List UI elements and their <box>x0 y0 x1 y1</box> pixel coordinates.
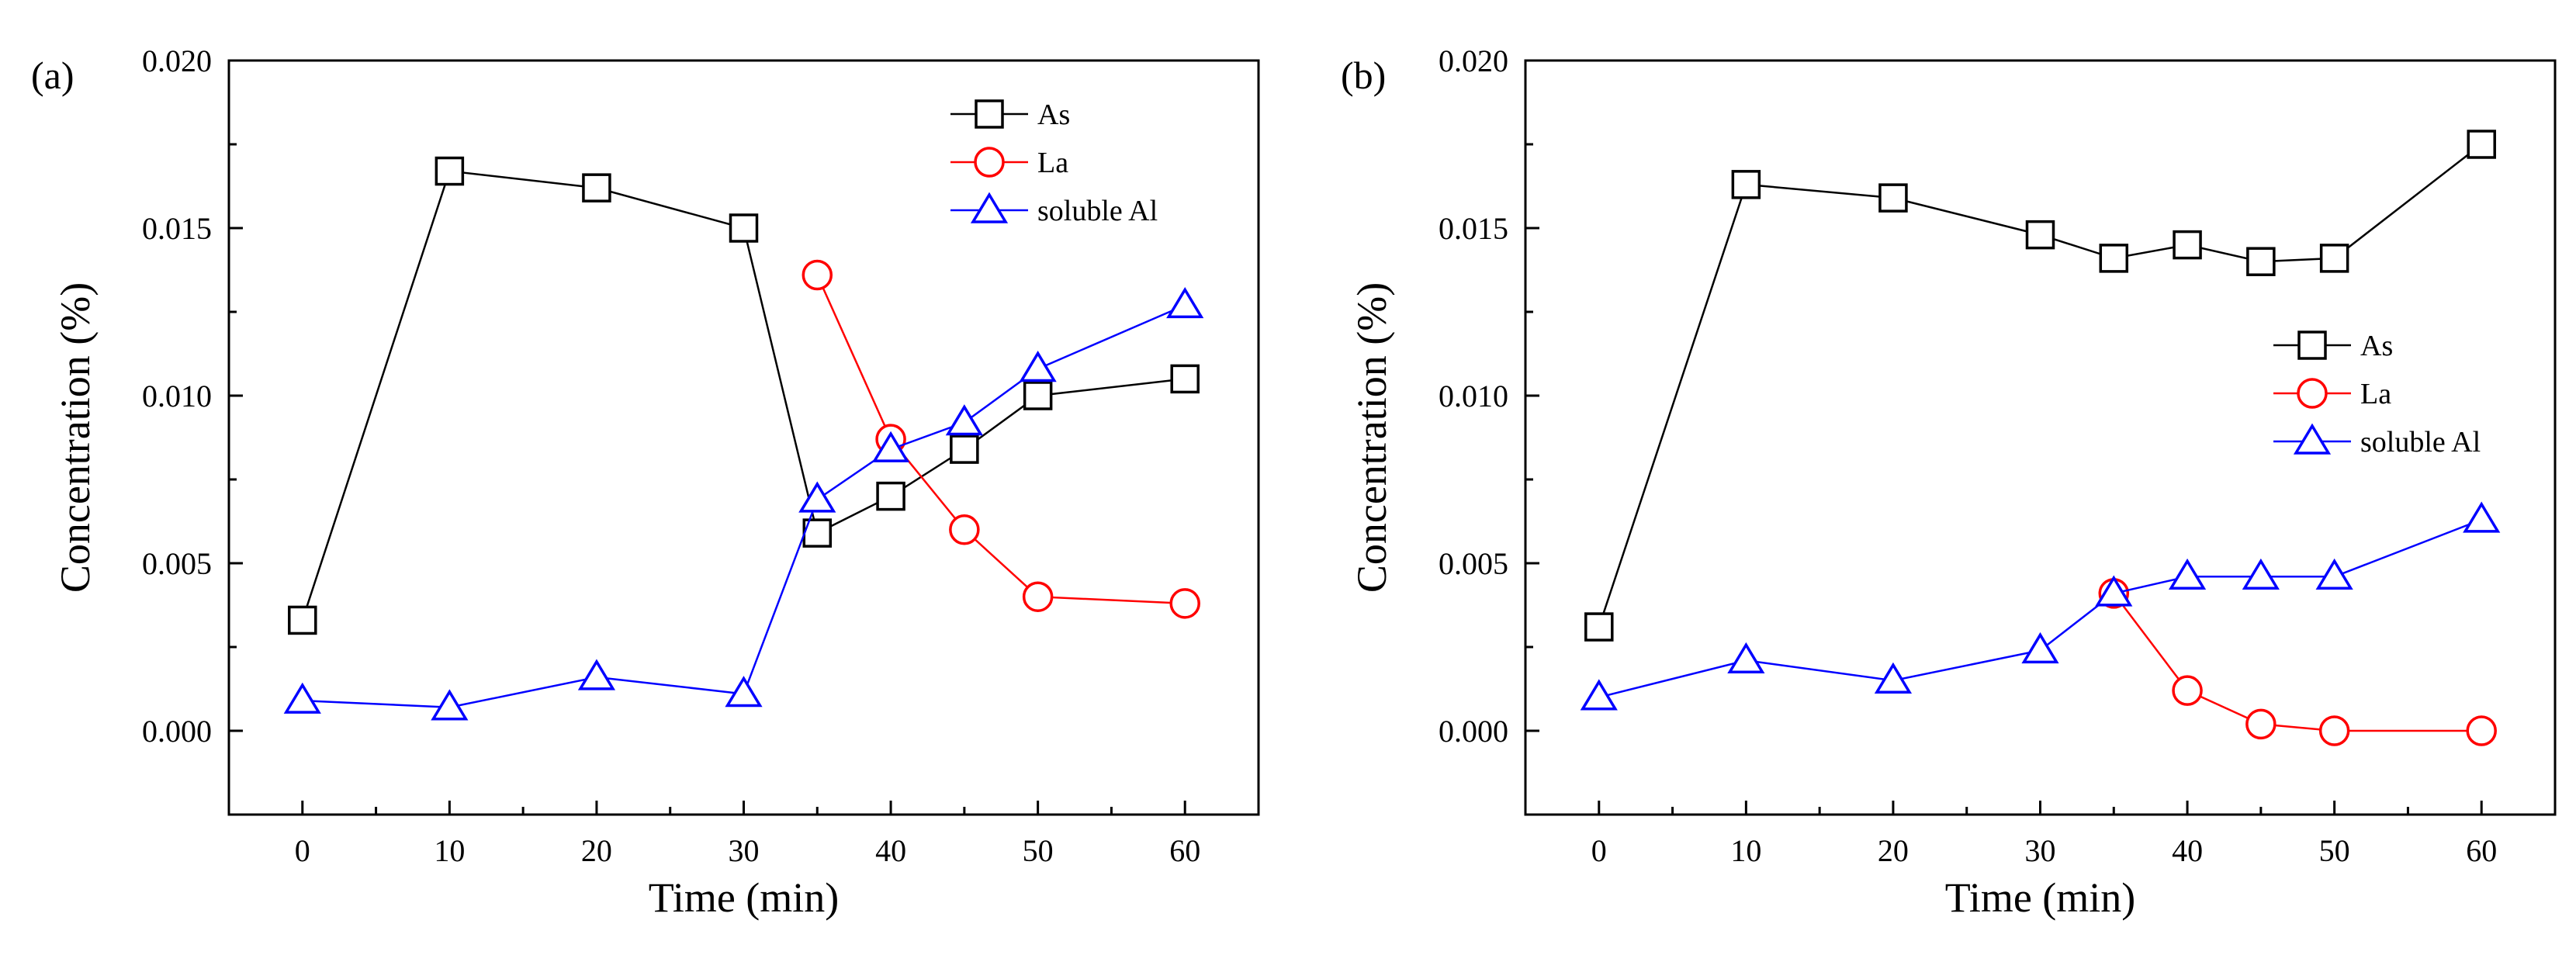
x-tick-label: 30 <box>729 833 760 868</box>
data-point-as <box>729 213 759 243</box>
data-point-soluble-al <box>871 431 910 462</box>
data-point-la <box>1169 588 1200 619</box>
data-point-soluble-al <box>2095 575 2133 607</box>
x-axis-label: Time (min) <box>649 874 840 921</box>
data-point-as <box>1731 170 1761 199</box>
data-point-la <box>802 259 833 291</box>
legend-marker <box>2293 423 2332 455</box>
y-tick-label: 0.010 <box>1439 379 1508 413</box>
x-tick-label: 40 <box>2172 833 2203 868</box>
x-tick-label: 30 <box>2025 833 2056 868</box>
x-tick-label: 40 <box>875 833 906 868</box>
data-point-soluble-al <box>1727 642 1765 674</box>
data-point-soluble-al <box>2021 631 2059 664</box>
data-point-la <box>2466 715 2497 746</box>
data-point-soluble-al <box>1874 662 1913 694</box>
data-point-as <box>876 481 905 511</box>
legend-label-la: La <box>1037 147 1068 179</box>
x-tick-label: 20 <box>581 833 612 868</box>
x-tick-label: 50 <box>2319 833 2350 868</box>
data-point-as <box>1023 381 1053 410</box>
data-point-as <box>950 434 979 464</box>
legend-marker <box>2297 330 2327 360</box>
chart-panel-a: 0.000 0.005 0.010 0.015 0.020 0 10 20 30 40 50 60 Ti… <box>31 43 1260 921</box>
data-point-soluble-al <box>2242 558 2280 590</box>
y-tick-label: 0.020 <box>1439 43 1508 78</box>
data-point-la <box>2318 715 2350 746</box>
y-tick-label: 0.015 <box>142 211 212 246</box>
data-point-as <box>1584 612 1614 642</box>
series-line-as <box>1598 144 2482 628</box>
legend-marker <box>974 147 1005 178</box>
data-point-soluble-al <box>2463 501 2501 533</box>
y-axis-label: Concentration (%) <box>52 282 99 593</box>
x-tick-label: 20 <box>1878 833 1909 868</box>
panel-label: (b) <box>1341 54 1386 97</box>
data-point-as <box>435 156 465 186</box>
y-tick-label: 0.010 <box>142 379 212 413</box>
x-tick-label: 0 <box>1591 833 1607 868</box>
legend-marker <box>975 99 1004 129</box>
data-point-soluble-al <box>577 659 616 690</box>
data-point-soluble-al <box>725 676 763 708</box>
data-point-soluble-al <box>2168 558 2207 590</box>
legend-label-as: As <box>2360 330 2393 362</box>
data-point-as <box>288 605 317 635</box>
data-point-as <box>2099 244 2129 273</box>
data-point-as <box>2467 130 2496 159</box>
data-point-as <box>2319 244 2349 273</box>
x-tick-label: 10 <box>434 833 465 868</box>
data-point-soluble-al <box>798 481 836 513</box>
y-tick-label: 0.015 <box>1439 211 1508 246</box>
data-point-soluble-al <box>1166 286 1204 319</box>
x-tick-label: 60 <box>1169 833 1200 868</box>
legend-label-as: As <box>1037 99 1070 131</box>
data-point-soluble-al <box>1580 679 1618 711</box>
series-line-la <box>2113 593 2482 732</box>
legend-marker <box>970 192 1009 223</box>
y-tick-label: 0.020 <box>142 43 212 78</box>
data-point-la <box>1022 581 1054 612</box>
y-axis-label: Concentration (%) <box>1349 282 1395 593</box>
data-point-as <box>1170 364 1200 394</box>
panel-label: (a) <box>31 54 74 97</box>
x-tick-label: 10 <box>1730 833 1761 868</box>
y-tick-label: 0.005 <box>142 546 212 581</box>
data-point-soluble-al <box>945 404 983 436</box>
data-point-soluble-al <box>1019 351 1057 382</box>
series-line-la <box>816 274 1186 605</box>
data-point-la <box>2245 708 2277 740</box>
legend-label-soluble-al: soluble Al <box>1037 195 1158 227</box>
legend-label-la: La <box>2360 378 2391 410</box>
y-tick-label: 0.000 <box>1439 714 1508 749</box>
y-tick-label: 0.000 <box>142 714 212 749</box>
data-point-as <box>1878 183 1908 213</box>
y-tick-label: 0.005 <box>1439 546 1508 581</box>
data-point-la <box>949 514 980 545</box>
data-point-la <box>2172 675 2203 706</box>
x-axis-label: Time (min) <box>1945 874 2136 921</box>
x-tick-label: 60 <box>2466 833 2497 868</box>
chart-panel-b: 0.000 0.005 0.010 0.015 0.020 0 10 20 30 40 50 60 Ti… <box>1341 43 2557 921</box>
data-point-as <box>2246 247 2276 276</box>
data-point-soluble-al <box>2315 558 2353 590</box>
data-point-soluble-al <box>283 682 321 714</box>
data-point-soluble-al <box>431 689 469 721</box>
data-point-as <box>582 173 611 202</box>
x-tick-label: 50 <box>1023 833 1054 868</box>
data-point-as <box>2025 220 2055 250</box>
legend-marker <box>2297 378 2328 409</box>
x-tick-label: 0 <box>295 833 310 868</box>
series-line-soluble-al <box>302 304 1186 709</box>
data-point-as <box>2173 230 2202 260</box>
legend-label-soluble-al: soluble Al <box>2360 426 2481 458</box>
